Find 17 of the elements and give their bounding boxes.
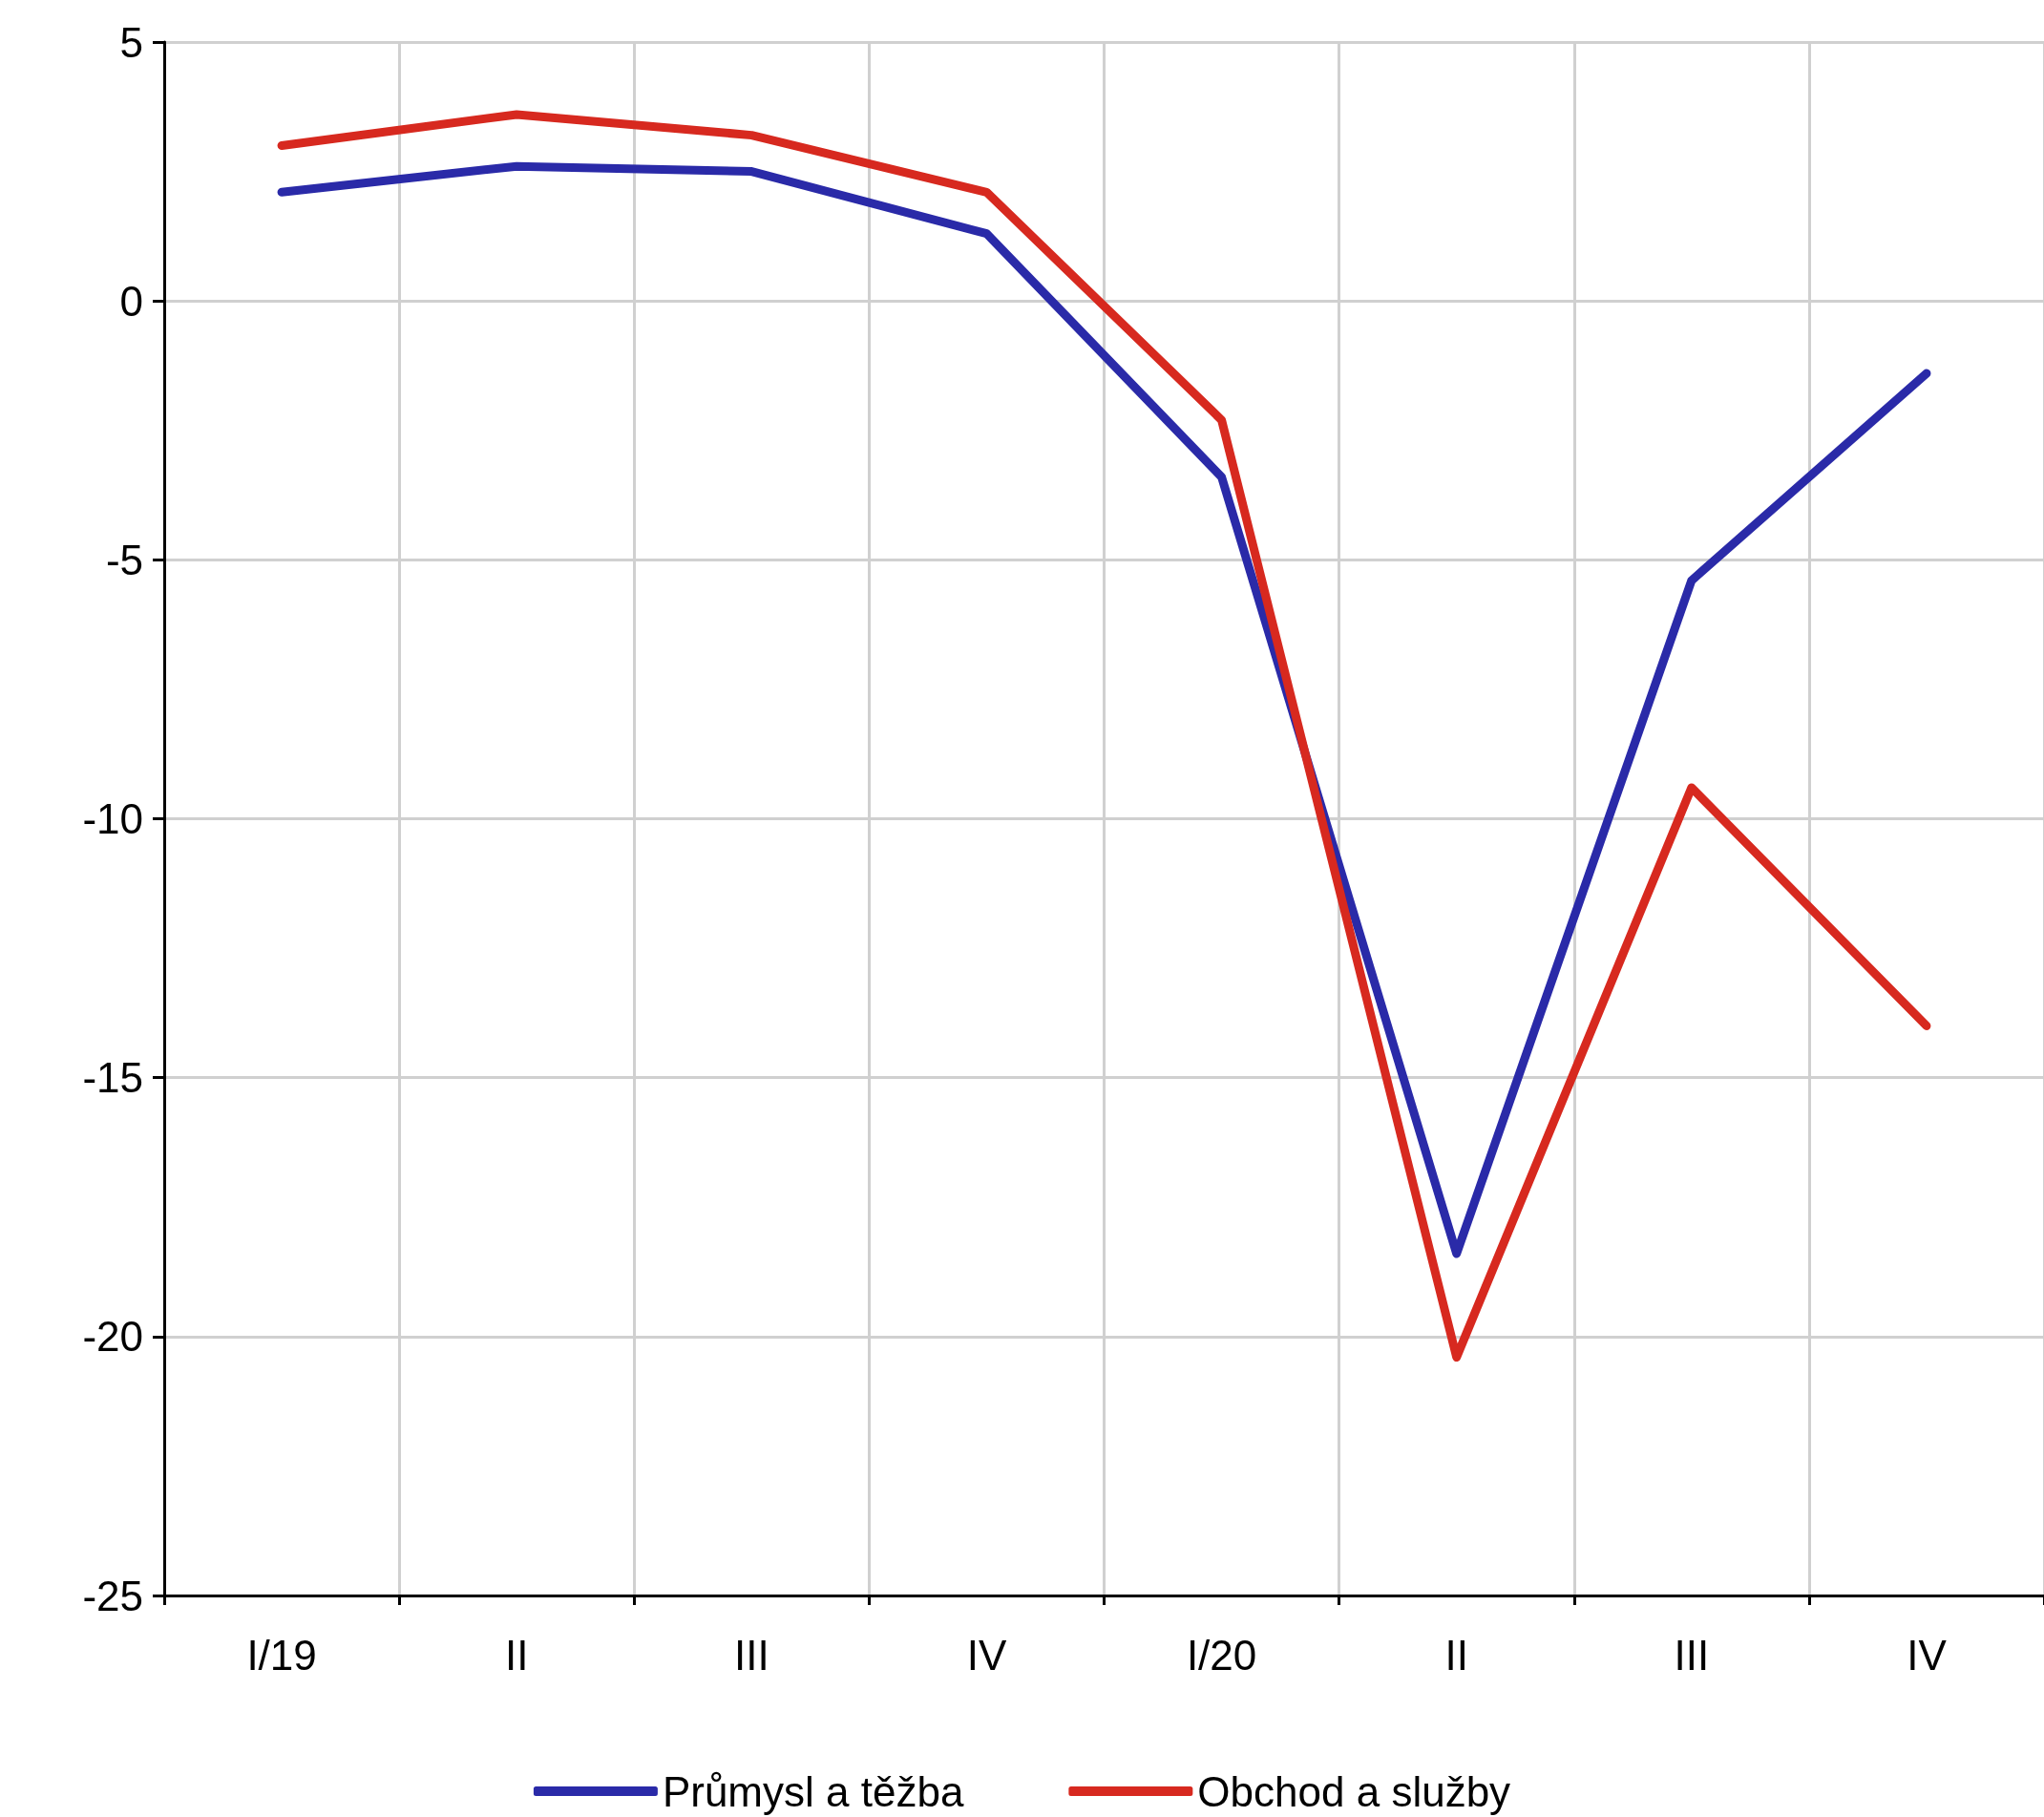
x-tick-label: III xyxy=(733,1631,769,1679)
y-tick-label: -25 xyxy=(82,1572,143,1619)
x-tick-label: IV xyxy=(1907,1631,1948,1679)
y-tick-label: -20 xyxy=(82,1313,143,1361)
x-tick-label: II xyxy=(1444,1631,1468,1679)
x-tick-label: II xyxy=(504,1631,529,1679)
x-tick-label: IV xyxy=(966,1631,1007,1679)
y-tick-label: 0 xyxy=(119,277,143,325)
y-tick-label: -15 xyxy=(82,1054,143,1102)
y-tick-label: -5 xyxy=(105,536,143,583)
x-tick-label: I/19 xyxy=(246,1631,317,1679)
legend-label: Průmysl a těžba xyxy=(662,1767,964,1815)
legend-label: Obchod a služby xyxy=(1197,1767,1511,1815)
x-tick-label: III xyxy=(1674,1631,1710,1679)
y-tick-label: -10 xyxy=(82,795,143,842)
x-tick-label: I/20 xyxy=(1186,1631,1257,1679)
y-tick-label: 5 xyxy=(119,18,143,66)
